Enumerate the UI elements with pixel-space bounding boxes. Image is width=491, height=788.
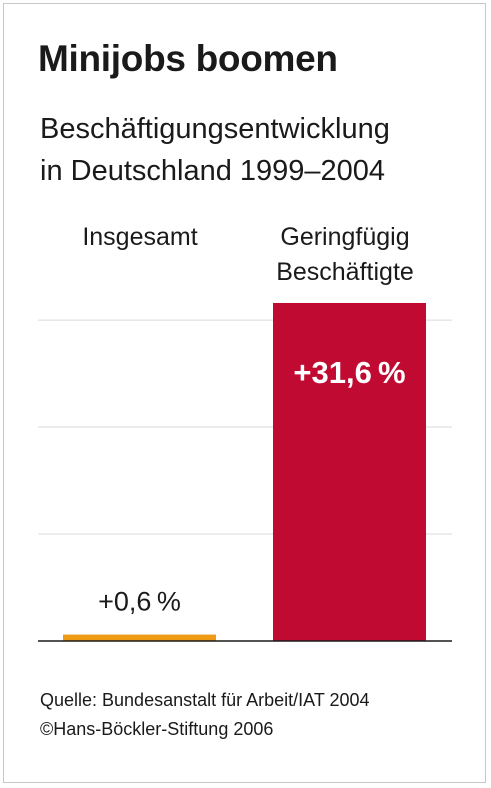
subtitle-line-2: in Deutschland 1999–2004 xyxy=(40,155,386,187)
chart-subtitle: Beschäftigungsentwicklung in Deutschland… xyxy=(40,108,390,192)
bar-0 xyxy=(63,634,216,641)
subtitle-line-1: Beschäftigungsentwicklung xyxy=(40,113,390,145)
source-note: Quelle: Bundesanstalt für Arbeit/IAT 200… xyxy=(40,690,370,710)
category-label-line: Geringfügig xyxy=(280,223,410,251)
category-label-line: Insgesamt xyxy=(82,223,198,251)
category-label-insgesamt: Insgesamt xyxy=(40,220,240,255)
value-label-1: +31,6 % xyxy=(293,355,405,390)
value-label-0: +0,6 % xyxy=(98,587,181,617)
chart-title: Minijobs boomen xyxy=(38,38,338,79)
category-label-geringfuegig: Geringfügig Beschäftigte xyxy=(245,220,445,290)
chart-footer: Quelle: Bundesanstalt für Arbeit/IAT 200… xyxy=(40,686,370,744)
category-label-line: Beschäftigte xyxy=(276,258,414,286)
copyright-note: ©Hans-Böckler-Stiftung 2006 xyxy=(40,719,274,739)
bar-1 xyxy=(273,302,426,641)
